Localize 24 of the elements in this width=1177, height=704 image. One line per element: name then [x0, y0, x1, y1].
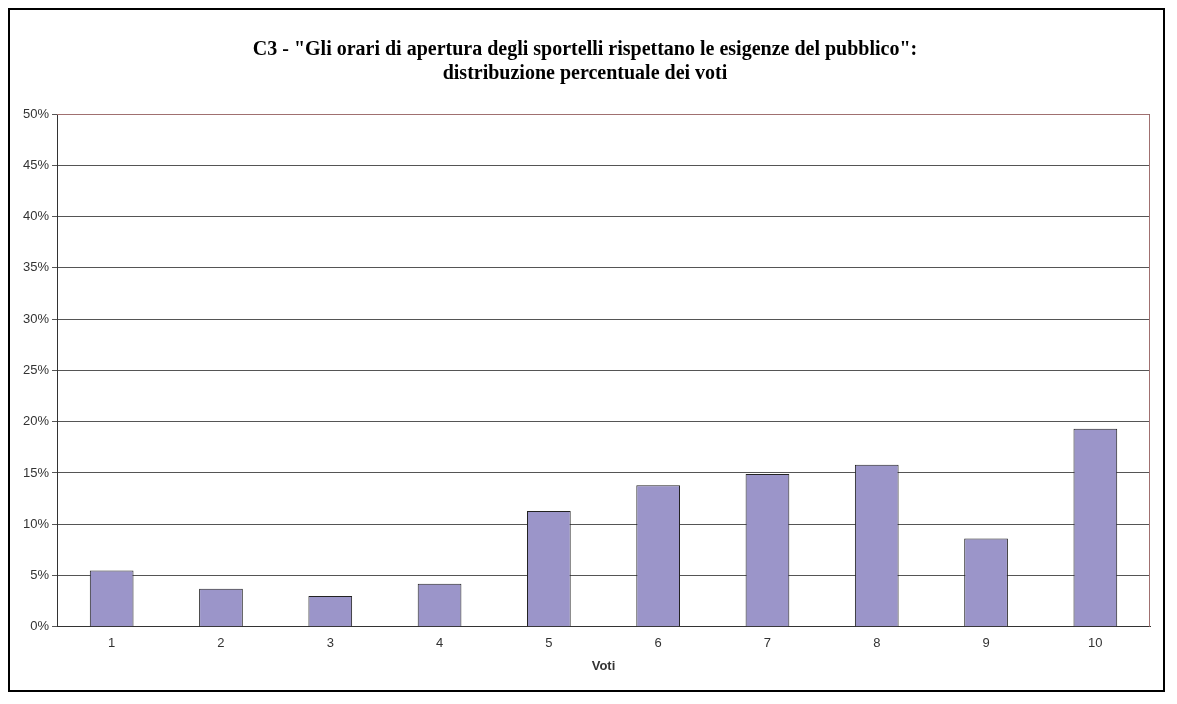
y-tick-label: 20%: [22, 413, 50, 429]
x-tick-label: 3: [326, 635, 334, 651]
x-tick-label: 4: [435, 635, 444, 651]
y-tick-label: 40%: [22, 208, 50, 224]
x-tick-label: 8: [873, 635, 881, 651]
x-tick-label: 1: [108, 635, 116, 651]
x-axis-title: Voti: [591, 657, 616, 673]
text: C3 - "Gli orari di apertura degli sportelli rispettano le esigenze del pubblico":: [252, 37, 918, 60]
x-tick-label: 10: [1088, 635, 1103, 651]
y-tick-label: 25%: [22, 361, 50, 377]
x-tick-label: 5: [545, 635, 553, 651]
y-tick-label: 10%: [22, 515, 50, 531]
x-tick-label: 9: [982, 635, 990, 651]
y-tick-label: 15%: [22, 464, 50, 480]
y-tick-label: 45%: [22, 156, 50, 172]
y-tick-label: 0%: [30, 618, 50, 634]
y-tick-label: 50%: [22, 105, 50, 121]
y-tick-label: 35%: [22, 259, 50, 275]
x-tick-label: 2: [217, 635, 225, 651]
y-tick-label: 30%: [22, 310, 50, 326]
x-tick-label: 7: [763, 635, 772, 651]
y-tick-label: 5%: [30, 567, 50, 583]
text: distribuzione percentuale dei voti: [442, 61, 728, 84]
x-tick-label: 6: [654, 635, 662, 651]
